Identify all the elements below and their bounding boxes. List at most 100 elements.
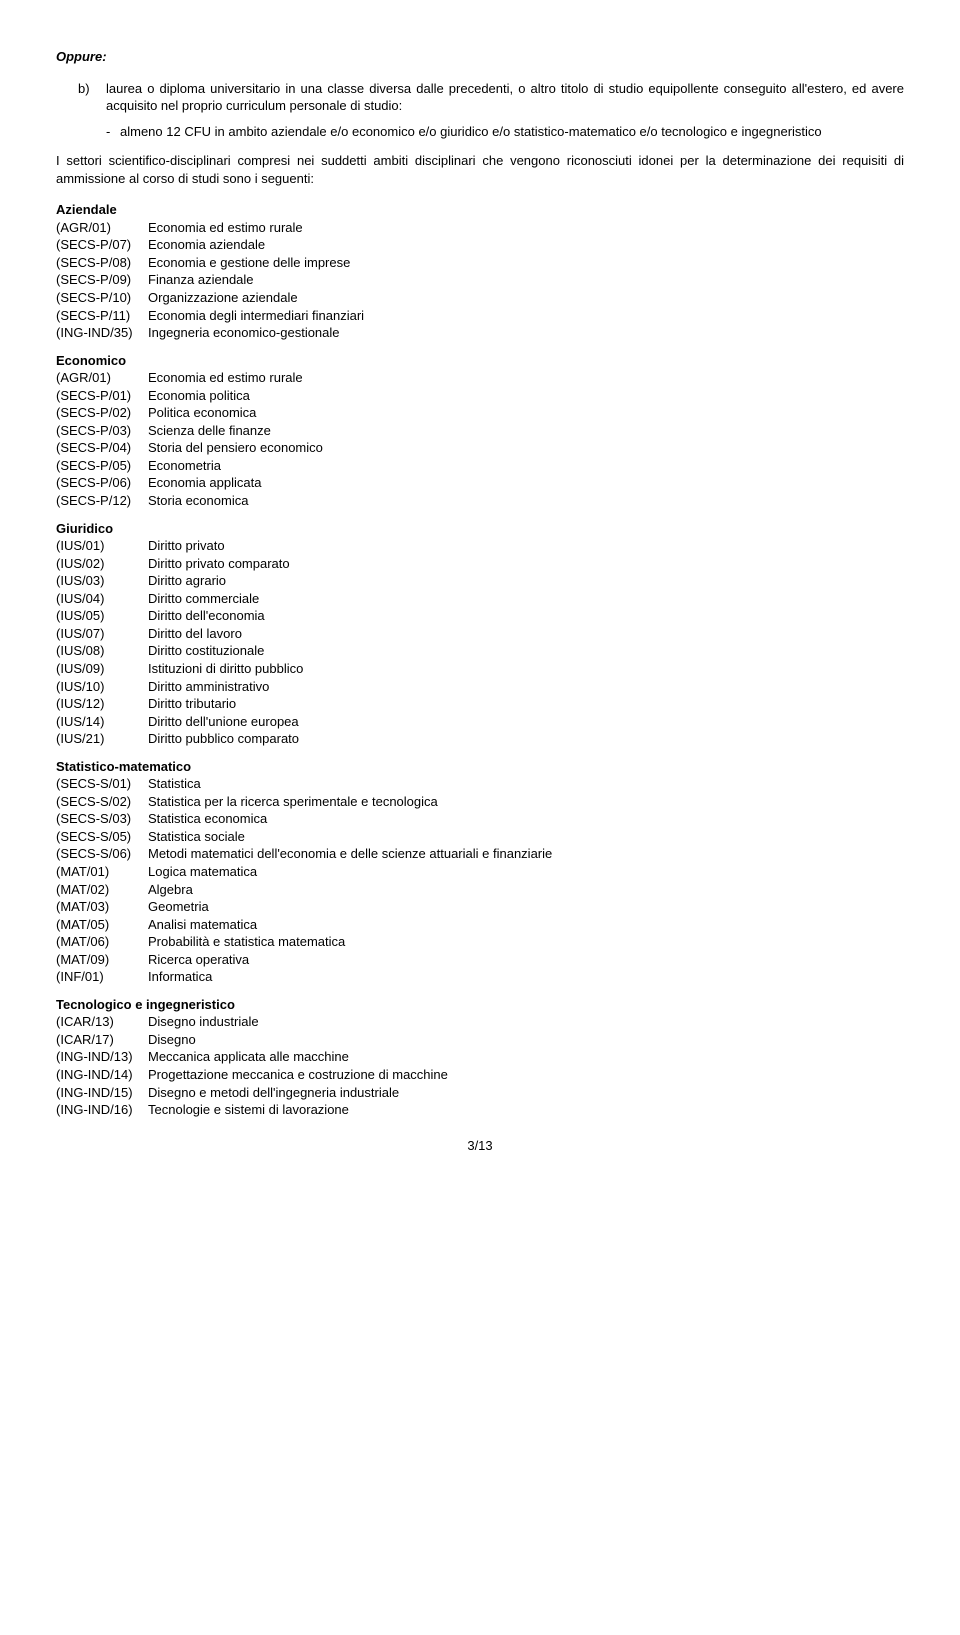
discipline-code: (SECS-P/09) [56,271,148,289]
discipline-code: (ICAR/13) [56,1013,148,1031]
page-number: 3/13 [56,1137,904,1155]
discipline-row: (SECS-P/09)Finanza aziendale [56,271,904,289]
discipline-label: Economia aziendale [148,236,904,254]
discipline-row: (SECS-P/10)Organizzazione aziendale [56,289,904,307]
discipline-code: (IUS/08) [56,642,148,660]
discipline-row: (ICAR/17)Disegno [56,1031,904,1049]
discipline-code: (INF/01) [56,968,148,986]
intro-paragraph: I settori scientifico-disciplinari compr… [56,152,904,187]
discipline-row: (IUS/02)Diritto privato comparato [56,555,904,573]
discipline-row: (SECS-P/02)Politica economica [56,404,904,422]
discipline-label: Informatica [148,968,904,986]
rows-giuridico: (IUS/01)Diritto privato(IUS/02)Diritto p… [56,537,904,748]
discipline-row: (IUS/08)Diritto costituzionale [56,642,904,660]
discipline-code: (IUS/04) [56,590,148,608]
discipline-code: (SECS-S/03) [56,810,148,828]
discipline-row: (IUS/09)Istituzioni di diritto pubblico [56,660,904,678]
discipline-row: (SECS-P/12)Storia economica [56,492,904,510]
oppure-heading: Oppure: [56,48,904,66]
discipline-label: Econometria [148,457,904,475]
discipline-label: Economia e gestione delle imprese [148,254,904,272]
discipline-row: (SECS-S/05)Statistica sociale [56,828,904,846]
discipline-code: (IUS/10) [56,678,148,696]
discipline-code: (SECS-P/08) [56,254,148,272]
discipline-label: Meccanica applicata alle macchine [148,1048,904,1066]
discipline-label: Diritto tributario [148,695,904,713]
discipline-code: (MAT/09) [56,951,148,969]
discipline-label: Politica economica [148,404,904,422]
head-economico: Economico [56,352,904,370]
discipline-label: Diritto del lavoro [148,625,904,643]
discipline-code: (ICAR/17) [56,1031,148,1049]
discipline-row: (IUS/07)Diritto del lavoro [56,625,904,643]
rows-aziendale: (AGR/01)Economia ed estimo rurale(SECS-P… [56,219,904,342]
discipline-code: (SECS-P/06) [56,474,148,492]
discipline-row: (SECS-P/11)Economia degli intermediari f… [56,307,904,325]
discipline-code: (MAT/02) [56,881,148,899]
discipline-row: (SECS-P/01)Economia politica [56,387,904,405]
discipline-code: (AGR/01) [56,369,148,387]
discipline-label: Diritto agrario [148,572,904,590]
discipline-code: (SECS-P/01) [56,387,148,405]
discipline-row: (IUS/21)Diritto pubblico comparato [56,730,904,748]
discipline-row: (SECS-P/06)Economia applicata [56,474,904,492]
discipline-label: Statistica sociale [148,828,904,846]
discipline-row: (ING-IND/15)Disegno e metodi dell'ingegn… [56,1084,904,1102]
discipline-code: (AGR/01) [56,219,148,237]
discipline-code: (ING-IND/15) [56,1084,148,1102]
discipline-code: (IUS/02) [56,555,148,573]
discipline-label: Economia degli intermediari finanziari [148,307,904,325]
discipline-label: Statistica [148,775,904,793]
rows-tecno: (ICAR/13)Disegno industriale(ICAR/17)Dis… [56,1013,904,1118]
discipline-code: (IUS/14) [56,713,148,731]
discipline-row: (INF/01)Informatica [56,968,904,986]
discipline-code: (SECS-P/05) [56,457,148,475]
discipline-row: (MAT/01)Logica matematica [56,863,904,881]
discipline-row: (IUS/12)Diritto tributario [56,695,904,713]
discipline-row: (ING-IND/16)Tecnologie e sistemi di lavo… [56,1101,904,1119]
discipline-label: Logica matematica [148,863,904,881]
discipline-label: Tecnologie e sistemi di lavorazione [148,1101,904,1119]
discipline-row: (IUS/10)Diritto amministrativo [56,678,904,696]
discipline-code: (MAT/05) [56,916,148,934]
discipline-code: (ING-IND/14) [56,1066,148,1084]
group-statmat: Statistico-matematico (SECS-S/01)Statist… [56,758,904,986]
discipline-code: (MAT/06) [56,933,148,951]
discipline-label: Progettazione meccanica e costruzione di… [148,1066,904,1084]
discipline-row: (SECS-S/03)Statistica economica [56,810,904,828]
discipline-code: (MAT/03) [56,898,148,916]
discipline-row: (MAT/09)Ricerca operativa [56,951,904,969]
discipline-row: (MAT/06)Probabilità e statistica matemat… [56,933,904,951]
discipline-label: Storia economica [148,492,904,510]
discipline-row: (IUS/04)Diritto commerciale [56,590,904,608]
discipline-label: Scienza delle finanze [148,422,904,440]
discipline-code: (ING-IND/16) [56,1101,148,1119]
head-statmat: Statistico-matematico [56,758,904,776]
discipline-label: Economia politica [148,387,904,405]
discipline-code: (IUS/05) [56,607,148,625]
discipline-row: (SECS-P/05)Econometria [56,457,904,475]
discipline-code: (SECS-S/06) [56,845,148,863]
discipline-code: (IUS/09) [56,660,148,678]
discipline-label: Disegno e metodi dell'ingegneria industr… [148,1084,904,1102]
discipline-label: Algebra [148,881,904,899]
discipline-code: (IUS/03) [56,572,148,590]
item-b-text: laurea o diploma universitario in una cl… [106,80,904,115]
discipline-code: (SECS-P/02) [56,404,148,422]
discipline-row: (IUS/14)Diritto dell'unione europea [56,713,904,731]
discipline-row: (IUS/03)Diritto agrario [56,572,904,590]
discipline-label: Diritto pubblico comparato [148,730,904,748]
dash-text: almeno 12 CFU in ambito aziendale e/o ec… [120,123,822,141]
discipline-label: Ingegneria economico-gestionale [148,324,904,342]
discipline-label: Storia del pensiero economico [148,439,904,457]
discipline-label: Diritto privato comparato [148,555,904,573]
discipline-code: (IUS/07) [56,625,148,643]
discipline-code: (SECS-P/11) [56,307,148,325]
discipline-label: Statistica economica [148,810,904,828]
discipline-code: (MAT/01) [56,863,148,881]
discipline-label: Disegno industriale [148,1013,904,1031]
discipline-code: (SECS-S/05) [56,828,148,846]
discipline-row: (SECS-S/01)Statistica [56,775,904,793]
head-aziendale: Aziendale [56,201,904,219]
discipline-label: Diritto privato [148,537,904,555]
